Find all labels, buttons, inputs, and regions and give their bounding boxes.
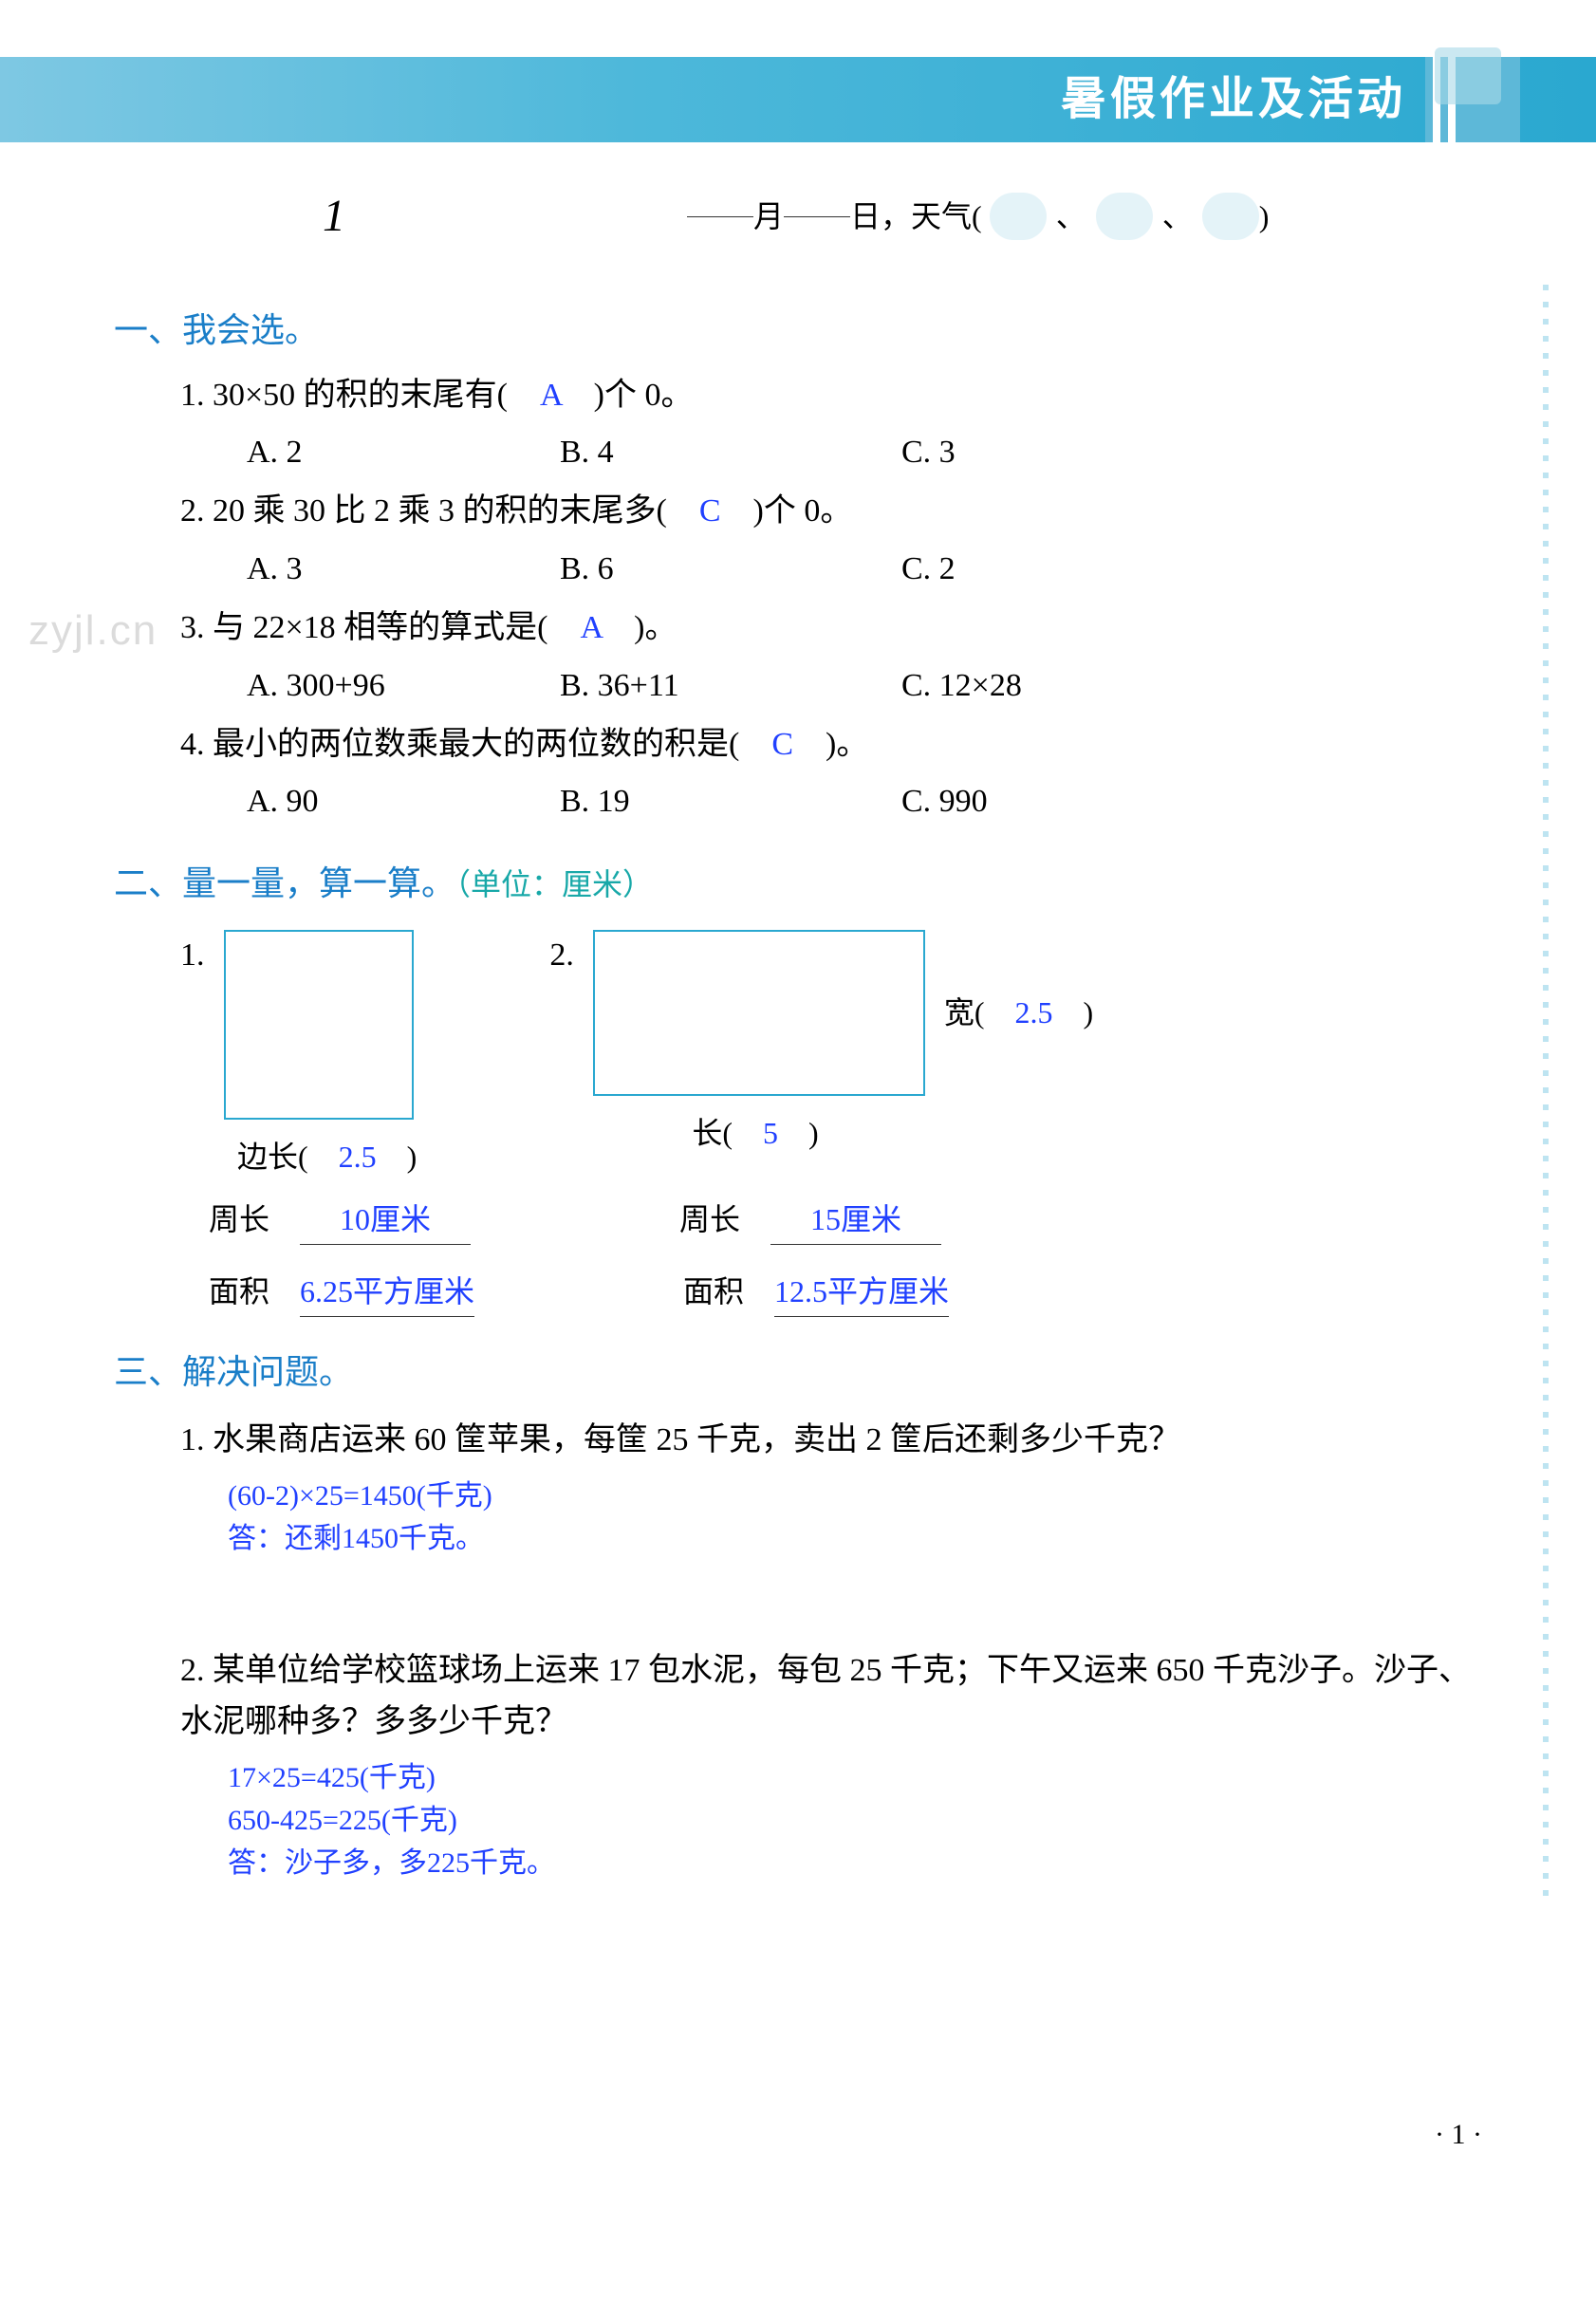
header-title: 暑假作业及活动: [1061, 64, 1406, 137]
q4-opt-b: B. 19: [560, 776, 901, 827]
q1-opt-b: B. 4: [560, 427, 901, 478]
right-margin-dots: [1543, 285, 1549, 1898]
header-mascot-icon: [1435, 47, 1501, 104]
q1-answer: A: [540, 378, 562, 413]
q4-answer: C: [771, 727, 793, 762]
lesson-number: 1: [323, 180, 345, 253]
s1-q4: 4. 最小的两位数乘最大的两位数的积是( C )。: [180, 719, 1499, 770]
p2-ans-line1: 17×25=425(千克): [228, 1756, 1499, 1799]
q1-pre: 1. 30×50 的积的末尾有(: [180, 378, 540, 413]
month-blank: [687, 216, 753, 217]
area-row: 面积 6.25平方厘米 面积 12.5平方厘米: [209, 1254, 1499, 1317]
sep2: 、: [1162, 193, 1193, 241]
shape1-perimeter-val: 10厘米: [300, 1196, 471, 1245]
section1-title: 一、我会选。: [114, 304, 1499, 359]
s1-q2-options: A. 3 B. 6 C. 2: [247, 544, 1499, 595]
month-label: 月: [753, 193, 784, 241]
s1-q1-options: A. 2 B. 4 C. 3: [247, 427, 1499, 478]
shape1-perimeter-label: 周长: [209, 1196, 294, 1244]
q4-opt-c: C. 990: [901, 776, 1148, 827]
day-blank: [784, 216, 850, 217]
shape1-side-val: 2.5: [339, 1133, 377, 1181]
section3-title: 三、解决问题。: [114, 1345, 1499, 1401]
s3-p1-text: 1. 水果商店运来 60 筐苹果，每筐 25 千克，卖出 2 筐后还剩多少千克？: [180, 1415, 1499, 1466]
s1-q4-options: A. 90 B. 19 C. 990: [247, 776, 1499, 827]
section2-title: 二、量一量，算一算。（单位：厘米）: [114, 857, 1499, 912]
shape1-num: 1.: [180, 930, 205, 981]
shape2-width-close: ): [1053, 995, 1094, 1030]
weather-icons: 、 、: [990, 193, 1259, 241]
q2-post: )个 0。: [721, 493, 853, 529]
q3-post: )。: [602, 610, 677, 645]
s2-title-text: 二、量一量，算一算。: [114, 864, 455, 902]
q3-opt-a: A. 300+96: [247, 660, 560, 712]
s3-p2-answer: 17×25=425(千克) 650-425=225(千克) 答：沙子多，多225…: [228, 1756, 1499, 1884]
weather-sun-icon: [990, 193, 1047, 240]
shape1-area-label: 面积: [209, 1268, 294, 1316]
shape2-perimeter-val: 15厘米: [770, 1196, 941, 1245]
shape2-length-label: 长(: [692, 1109, 763, 1158]
p1-ans-line2: 答：还剩1450千克。: [228, 1517, 1499, 1560]
weather-label: ，天气(: [881, 193, 982, 241]
content-area: 一、我会选。 1. 30×50 的积的末尾有( A )个 0。 A. 2 B. …: [114, 275, 1499, 1884]
q3-opt-b: B. 36+11: [560, 660, 901, 712]
shape1-side-label: 边长(: [237, 1133, 339, 1181]
perimeter-row: 周长 10厘米 周长 15厘米: [209, 1182, 1499, 1245]
weather-cloud-icon: [1096, 193, 1153, 240]
shape2-perimeter-label: 周长: [679, 1196, 765, 1244]
p2-ans-line2: 650-425=225(千克): [228, 1799, 1499, 1842]
header-banner: 暑假作业及活动: [0, 57, 1596, 142]
q1-opt-c: C. 3: [901, 427, 1148, 478]
shape2-area-label: 面积: [683, 1268, 769, 1316]
shape1-side-close: ): [377, 1133, 418, 1181]
q2-opt-c: C. 2: [901, 544, 1148, 595]
s3-p1-answer: (60-2)×25=1450(千克) 答：还剩1450千克。: [228, 1475, 1499, 1560]
s1-q3: 3. 与 22×18 相等的算式是( A )。: [180, 603, 1499, 654]
shape2-length-val: 5: [763, 1109, 778, 1158]
shape2-length-close: ): [778, 1109, 819, 1158]
q2-answer: C: [699, 493, 721, 529]
shape2-block: 2. 宽( 2.5 ) 长( 5 ): [549, 930, 1093, 1181]
q3-opt-c: C. 12×28: [901, 660, 1148, 712]
s1-q2: 2. 20 乘 30 比 2 乘 3 的积的末尾多( C )个 0。: [180, 486, 1499, 537]
q4-opt-a: A. 90: [247, 776, 560, 827]
s1-q1: 1. 30×50 的积的末尾有( A )个 0。: [180, 370, 1499, 421]
day-label: 日: [850, 193, 881, 241]
shape2-width-label: 宽(: [944, 995, 1015, 1030]
q2-opt-b: B. 6: [560, 544, 901, 595]
p2-ans-line3: 答：沙子多，多225千克。: [228, 1842, 1499, 1884]
s2-subtitle: （单位：厘米）: [455, 867, 653, 901]
shape1-square: [224, 930, 414, 1120]
shape2-rect: [593, 930, 925, 1096]
date-row: 1 月 日 ，天气( 、 、 ): [114, 180, 1518, 253]
q3-pre: 3. 与 22×18 相等的算式是(: [180, 610, 581, 645]
q1-opt-a: A. 2: [247, 427, 560, 478]
s1-q3-options: A. 300+96 B. 36+11 C. 12×28: [247, 660, 1499, 712]
page-number: · 1 ·: [1435, 2112, 1482, 2158]
q3-answer: A: [581, 610, 603, 645]
shape2-width-val: 2.5: [1015, 995, 1053, 1030]
weather-close: ): [1259, 193, 1270, 241]
sep1: 、: [1056, 193, 1086, 241]
q2-opt-a: A. 3: [247, 544, 560, 595]
shapes-row: 1. 边长( 2.5 ) 2. 宽( 2.5 ) 长( 5 ): [180, 930, 1499, 1181]
s3-p2-text: 2. 某单位给学校篮球场上运来 17 包水泥，每包 25 千克；下午又运来 65…: [180, 1645, 1499, 1749]
shape1-block: 1. 边长( 2.5 ): [180, 930, 417, 1181]
shape1-area-val: 6.25平方厘米: [300, 1268, 474, 1317]
q2-pre: 2. 20 乘 30 比 2 乘 3 的积的末尾多(: [180, 493, 699, 529]
q4-pre: 4. 最小的两位数乘最大的两位数的积是(: [180, 727, 771, 762]
weather-rain-icon: [1202, 193, 1259, 240]
shape2-num: 2.: [549, 930, 574, 981]
p1-ans-line1: (60-2)×25=1450(千克): [228, 1475, 1499, 1517]
shape2-area-val: 12.5平方厘米: [774, 1268, 949, 1317]
q4-post: )。: [793, 727, 868, 762]
q1-post: )个 0。: [562, 378, 694, 413]
